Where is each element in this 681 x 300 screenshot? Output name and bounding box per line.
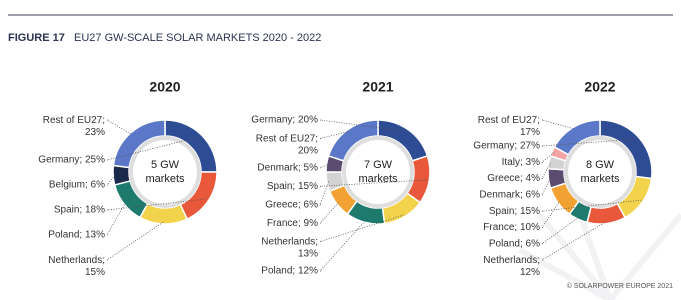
- chart-title: 2021: [362, 79, 393, 95]
- leader-line: [541, 138, 638, 147]
- leader-line: [319, 214, 404, 242]
- segment-label: France; 9%: [267, 218, 318, 229]
- center-disc: [346, 140, 410, 204]
- segment-label: Germany; 25%: [38, 155, 105, 166]
- leader-line: [541, 199, 642, 212]
- segment-label: Greece; 6%: [265, 199, 318, 210]
- center-label: markets: [580, 173, 620, 185]
- label-line: 13%: [298, 248, 318, 259]
- leader-line: [319, 179, 428, 187]
- leader-line: [541, 178, 551, 196]
- center-label: markets: [145, 173, 185, 185]
- leader-line: [319, 131, 349, 139]
- label-line: Rest of EU27;: [43, 115, 105, 126]
- segment-label: Poland; 6%: [489, 238, 540, 249]
- leader-line: [319, 202, 339, 224]
- leader-line: [541, 201, 560, 228]
- center-label: 8 GW: [586, 159, 615, 171]
- label-line: Netherlands;: [261, 236, 318, 247]
- center-disc: [133, 140, 197, 204]
- segment-label: Italy; 3%: [502, 157, 540, 168]
- segment-label: Spain; 15%: [267, 181, 318, 192]
- center-label: markets: [358, 173, 398, 185]
- segment-label: Belgium; 6%: [49, 180, 105, 191]
- label-line: 23%: [85, 127, 105, 138]
- segment-label: Spain; 18%: [54, 205, 105, 216]
- label-line: 20%: [298, 145, 318, 156]
- center-label: 7 GW: [364, 159, 393, 171]
- label-line: Netherlands;: [48, 255, 105, 266]
- label-line: Rest of EU27;: [478, 115, 540, 126]
- leader-line: [106, 136, 201, 161]
- label-line: Rest of EU27;: [256, 133, 318, 144]
- label-line: 15%: [85, 267, 105, 278]
- source: © SOLARPOWER EUROPE 2021: [567, 282, 673, 290]
- leader-line: [106, 202, 126, 236]
- segment-label: Greece; 4%: [487, 173, 540, 184]
- leader-line: [319, 163, 329, 169]
- leader-line: [540, 216, 579, 245]
- chart-title: 2020: [149, 79, 180, 95]
- segment-label: Rest of EU27; 20%: [256, 133, 318, 156]
- label-line: 12%: [520, 267, 540, 278]
- segment-label: Netherlands; 15%: [48, 255, 105, 278]
- figure-title: EU27 GW-SCALE SOLAR MARKETS 2020 - 2022: [74, 32, 321, 44]
- figure-label: FIGURE 17: [8, 32, 65, 44]
- segment-label: Poland; 13%: [48, 230, 105, 241]
- donut-segment: [112, 164, 132, 186]
- leader-line: [540, 221, 607, 261]
- segment-label: Spain; 15%: [489, 206, 540, 217]
- segment-label: Rest of EU27; 17%: [478, 115, 540, 138]
- leader-line: [105, 119, 133, 135]
- segment-label: Poland; 12%: [261, 266, 318, 277]
- segment-label: Germany; 27%: [473, 141, 540, 152]
- label-line: Netherlands;: [483, 255, 540, 266]
- leader-line: [319, 220, 366, 272]
- segment-label: Netherlands; 13%: [261, 236, 318, 259]
- chart-title: 2022: [584, 79, 615, 95]
- segment-label: Rest of EU27; 23%: [43, 115, 105, 138]
- center-disc: [568, 140, 632, 204]
- leader-line: [319, 119, 408, 132]
- segment-label: Denmark; 6%: [479, 190, 540, 201]
- segment-label: Netherlands; 12%: [483, 255, 540, 278]
- segment-label: Germany; 20%: [251, 115, 318, 126]
- segment-label: France; 10%: [483, 222, 540, 233]
- leader-line: [540, 151, 555, 163]
- segment-label: Denmark; 5%: [257, 163, 318, 174]
- leader-line: [106, 174, 116, 186]
- leader-line: [541, 162, 552, 180]
- center-label: 5 GW: [151, 159, 180, 171]
- leader-line: [541, 119, 575, 130]
- background-rays: [518, 199, 681, 300]
- leader-line: [319, 181, 330, 206]
- label-line: 17%: [520, 127, 540, 138]
- leader-line: [105, 221, 164, 261]
- leader-line: [106, 198, 208, 211]
